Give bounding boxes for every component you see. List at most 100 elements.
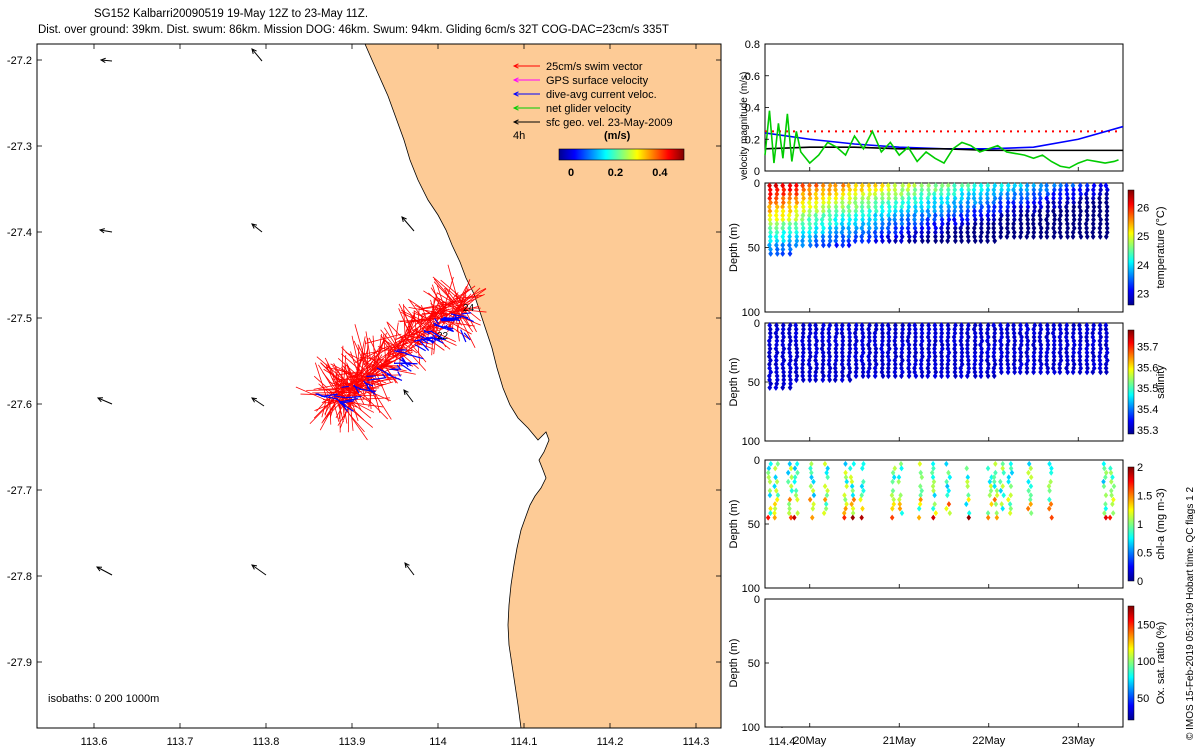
temperature-point [932,207,938,215]
temperature-point [945,182,951,189]
chl-a-point [930,474,936,481]
temperature-point [1038,186,1043,194]
temperature-point [1097,203,1102,211]
chl-a-point [897,496,902,503]
chl-a-point [793,487,799,494]
temperature-point [813,190,819,198]
salinity-point [800,368,806,376]
chl-a-point [843,505,848,512]
salinity-point [972,333,978,341]
temperature-point [872,216,878,223]
salinity-point [807,322,813,329]
salinity-colorbar-tick: 35.5 [1137,383,1158,395]
temperature-point [806,212,812,219]
salinity-point [780,349,786,356]
temperature-ytick-label: 50 [748,243,760,255]
salinity-point [827,376,833,384]
temperature-point [807,203,813,211]
temperature-point [1018,207,1024,215]
temperature-point [786,199,792,206]
chl-a-point [917,501,923,508]
temperature-point [1018,224,1024,232]
temperature-point [1091,190,1097,198]
salinity-point [1024,341,1030,349]
temperature-point [998,203,1004,211]
temperature-point [999,182,1004,189]
swim-vector [363,359,372,366]
temperature-point [787,182,793,189]
salinity-point [780,384,786,391]
chl-a-colorbar-tick: 1 [1137,519,1143,531]
temperature-point [774,250,780,257]
temperature-point [938,190,944,198]
temperature-point [880,220,885,228]
chl-a-point [860,505,865,512]
chl-a-point [811,478,816,485]
temperature-point [879,203,885,211]
temperature-point [1058,182,1064,189]
salinity-point [958,368,964,376]
current-vector [443,316,461,322]
chl-a-ytick-label: 0 [754,455,760,467]
chl-a-point [966,496,971,503]
chl-a-point [850,487,856,494]
chl-a-point [933,510,939,517]
salinity-point [1032,322,1038,329]
chl-a-point [919,487,924,494]
temperature-point [846,207,852,215]
chl-a-point [992,496,997,503]
chl-a-point [1101,483,1107,490]
temperature-point [1038,216,1043,223]
velocity-ytick-label: 0.4 [745,103,760,115]
salinity-point [1005,341,1010,349]
chl-a-point [766,465,772,472]
salinity-point [820,364,826,372]
map-xtick-label: 113.7 [167,736,194,748]
salinity-point [872,337,878,345]
temperature-point [1051,195,1056,202]
salinity-point [767,326,773,333]
current-vector [399,358,412,367]
salinity-point [999,349,1004,356]
salinity-point [926,345,931,352]
current-vector [341,385,349,388]
chl-a-point [1028,501,1033,508]
salinity-point [766,337,772,345]
temperature-point [926,203,931,211]
swim-vector [318,383,333,396]
salinity-point [899,349,905,356]
temperature-point [799,216,805,223]
temperature-point [892,182,898,189]
salinity-point [1004,353,1010,360]
salinity-point [1051,349,1057,356]
swim-vector [433,281,453,302]
temperature-point [780,216,786,223]
current-vector [423,329,431,335]
salinity-point [892,372,898,380]
current-vector [391,368,399,371]
temperature-point [826,241,832,249]
salinity-point [1051,341,1057,349]
temperature-point [780,250,786,257]
temperature-point [767,212,773,219]
swim-vector [369,339,385,374]
chl-a-point [898,492,903,499]
chl-a-colorbar-tick: 2 [1137,462,1143,474]
temperature-point [840,216,846,223]
salinity-point [788,364,793,372]
salinity-point [1004,326,1010,333]
current-vector [376,367,392,376]
temperature-point [879,195,885,202]
temperature-point [892,220,898,228]
swim-vector [337,358,358,376]
chl-a-point [1047,487,1052,494]
salinity-point [1051,353,1057,360]
salinity-point [1071,326,1077,333]
salinity-point [986,361,991,368]
salinity-point [860,361,866,368]
temperature-point [925,229,931,236]
chl-a-point [1029,510,1034,517]
swim-vector [316,356,354,389]
salinity-point [906,341,912,349]
temperature-point [1057,216,1063,223]
